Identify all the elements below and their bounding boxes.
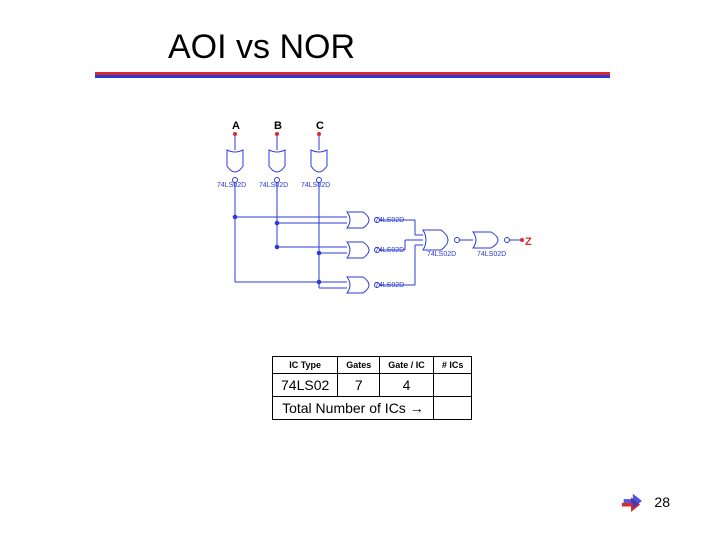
table-footer-row: Total Number of ICs →	[273, 397, 472, 420]
title-underline-blue	[95, 75, 610, 78]
table-row: 74LS02 7 4	[273, 374, 472, 397]
cell-per-ic: 4	[380, 374, 434, 397]
col-header: Gate / IC	[380, 357, 434, 374]
ic-label: 74LS02D	[375, 217, 404, 224]
input-label-a: A	[232, 120, 240, 132]
output-label-z: Z	[525, 236, 532, 248]
col-header: IC Type	[273, 357, 338, 374]
ic-label: 74LS02D	[427, 251, 456, 258]
ic-label: 74LS02D	[217, 182, 246, 189]
ic-table: IC Type Gates Gate / IC # ICs 74LS02 7 4…	[272, 356, 472, 420]
circuit-diagram: A B C Z 74LS02D 74LS02D 74LS02D 74LS02D …	[215, 120, 535, 330]
input-label-b: B	[274, 120, 282, 132]
cell-ic-type: 74LS02	[273, 374, 338, 397]
footer-label: Total Number of ICs →	[273, 397, 434, 420]
cell-count	[433, 374, 472, 397]
footer-value	[433, 397, 472, 420]
cell-gates: 7	[338, 374, 380, 397]
input-label-c: C	[316, 120, 324, 132]
ic-label: 74LS02D	[301, 182, 330, 189]
page-number: 28	[654, 494, 670, 510]
ic-label: 74LS02D	[259, 182, 288, 189]
ic-label: 74LS02D	[375, 247, 404, 254]
arrow-icon	[620, 490, 642, 512]
circuit-svg	[215, 120, 535, 330]
page-title: AOI vs NOR	[168, 28, 355, 67]
col-header: Gates	[338, 357, 380, 374]
ic-label: 74LS02D	[375, 282, 404, 289]
ic-label: 74LS02D	[477, 251, 506, 258]
col-header: # ICs	[433, 357, 472, 374]
